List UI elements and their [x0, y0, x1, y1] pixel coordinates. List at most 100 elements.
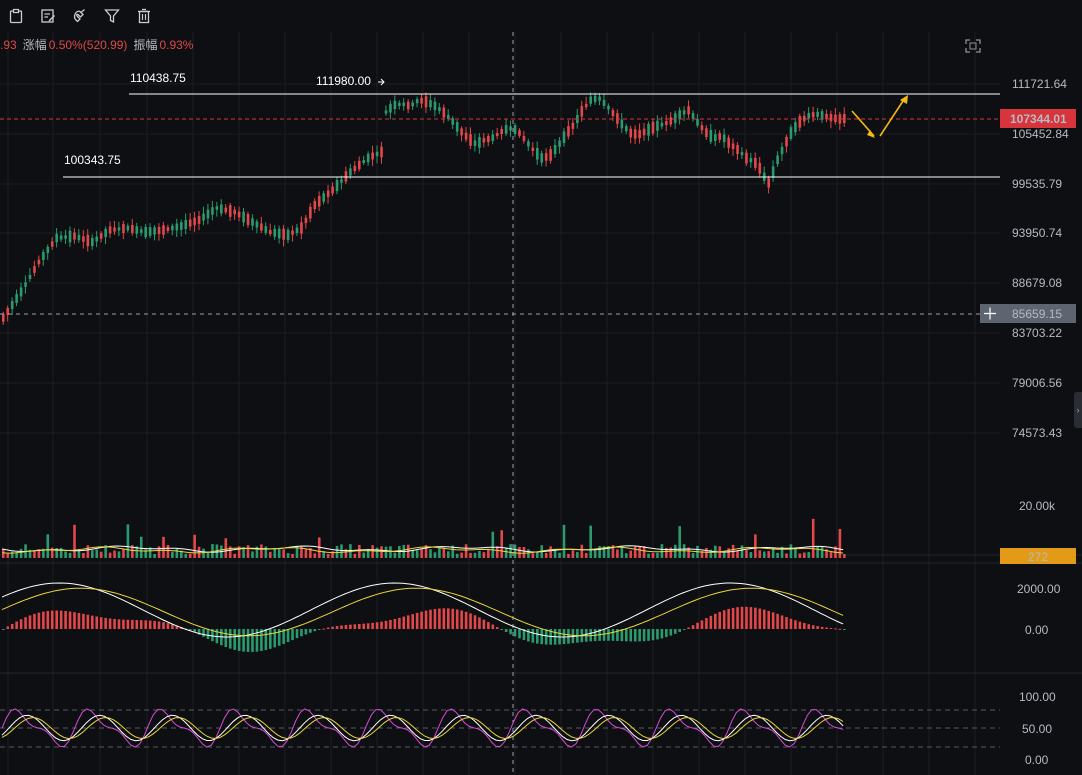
macd-histogram-bar — [540, 629, 544, 645]
macd-histogram-bar — [317, 629, 321, 630]
candle-body — [718, 133, 722, 140]
candle-body — [527, 141, 530, 147]
filter-tool-button[interactable] — [96, 0, 128, 32]
macd-histogram-bar — [309, 629, 312, 633]
price-axis-label: 99535.79 — [1012, 177, 1062, 191]
macd-histogram-bar — [406, 615, 410, 629]
candle-body — [700, 125, 704, 131]
macd-histogram-bar — [754, 607, 757, 629]
candle-body — [304, 217, 308, 224]
candle-body — [669, 117, 673, 125]
expand-panel-chevron-icon[interactable]: › — [1074, 392, 1082, 428]
projection-arrow-up — [879, 97, 906, 137]
candle-body — [549, 149, 552, 161]
macd-histogram-bar — [647, 629, 650, 641]
macd-histogram-bar — [277, 629, 281, 646]
volume-bar — [148, 547, 152, 558]
magnet-tool-button[interactable] — [64, 0, 96, 32]
volume-bar — [188, 553, 192, 558]
volume-bar — [180, 550, 183, 558]
volume-bar — [549, 546, 552, 558]
volume-bar — [91, 550, 94, 558]
volume-bar — [202, 548, 205, 558]
volume-bar — [478, 550, 481, 558]
candle-body — [665, 121, 668, 126]
volume-bar — [722, 552, 726, 558]
volume-bar — [46, 534, 50, 558]
volume-ma-white — [1, 545, 844, 553]
candle-body — [148, 227, 152, 236]
volume-bar — [536, 552, 539, 558]
candle-body — [447, 114, 450, 119]
candle-body — [602, 99, 606, 106]
candle-body — [567, 126, 570, 137]
macd-dif-line — [1, 582, 844, 638]
macd-histogram-bar — [264, 629, 268, 651]
candle-body — [709, 130, 713, 142]
macd-histogram-bar — [629, 629, 633, 642]
volume-bar — [740, 545, 744, 558]
volume-bar — [6, 552, 10, 558]
macd-histogram-bar — [762, 609, 766, 629]
volume-bar — [473, 552, 477, 558]
candle-body — [144, 226, 147, 238]
price-axis-label: 74573.43 — [1012, 426, 1062, 440]
macd-histogram-bar — [745, 606, 748, 629]
macd-histogram-bar — [718, 611, 722, 629]
volume-bar — [184, 553, 188, 558]
note-tool-button[interactable] — [32, 0, 64, 32]
macd-histogram-bar — [166, 623, 170, 629]
macd-histogram-bar — [794, 620, 797, 629]
price-axis-label: 83703.22 — [1012, 326, 1062, 340]
volume-bar — [429, 549, 432, 558]
candle-body — [180, 222, 183, 230]
candle-body — [705, 128, 708, 138]
macd-histogram-bar — [460, 610, 463, 629]
candle-body — [451, 118, 455, 125]
trash-icon — [138, 8, 150, 24]
macd-histogram-bar — [349, 624, 352, 629]
volume-bar — [758, 550, 762, 558]
macd-histogram-bar — [691, 625, 695, 629]
macd-histogram-bar — [669, 629, 673, 636]
volume-bar — [171, 551, 174, 558]
volume-bar — [95, 549, 99, 558]
macd-histogram-bar — [487, 622, 490, 629]
candle-body — [807, 113, 811, 119]
candle-body — [491, 134, 495, 141]
fullscreen-icon[interactable] — [964, 38, 982, 54]
macd-histogram-bar — [148, 620, 152, 629]
volume-bar — [371, 545, 374, 558]
volume-bar — [108, 552, 112, 558]
candle-body — [415, 99, 419, 104]
macd-histogram-bar — [237, 629, 241, 651]
macd-histogram-bar — [108, 618, 112, 629]
macd-histogram-bar — [295, 629, 299, 639]
macd-histogram-bar — [536, 629, 539, 644]
candle-body — [197, 216, 201, 224]
candle-body — [153, 227, 156, 235]
macd-histogram-bar — [224, 629, 228, 648]
volume-bar — [300, 545, 303, 558]
macd-histogram-bar — [144, 620, 147, 629]
filter-icon — [104, 9, 120, 24]
volume-bar — [736, 551, 739, 558]
candle-body — [771, 166, 775, 178]
macd-histogram-bar — [803, 623, 806, 629]
macd-histogram-bar — [340, 625, 343, 629]
macd-histogram-bar — [313, 629, 317, 632]
macd-histogram-bar — [37, 612, 41, 629]
volume-bar — [482, 552, 486, 558]
macd-histogram-bar — [389, 619, 392, 629]
macd-histogram-bar — [353, 624, 357, 629]
volume-bar — [340, 544, 343, 558]
macd-histogram-bar — [420, 611, 423, 629]
delete-tool-button[interactable] — [128, 0, 160, 32]
volume-bar — [531, 553, 535, 558]
macd-histogram-bar — [455, 609, 459, 629]
volume-bar — [660, 544, 664, 558]
candle-body — [375, 151, 379, 157]
indicator-tool-button[interactable] — [0, 0, 32, 32]
volume-bar — [233, 553, 236, 558]
